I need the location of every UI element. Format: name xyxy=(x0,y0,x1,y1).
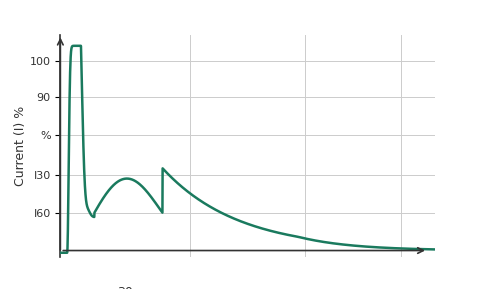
Y-axis label: Current (I) %: Current (I) % xyxy=(14,106,27,186)
Text: 30ns: 30ns xyxy=(117,286,147,289)
